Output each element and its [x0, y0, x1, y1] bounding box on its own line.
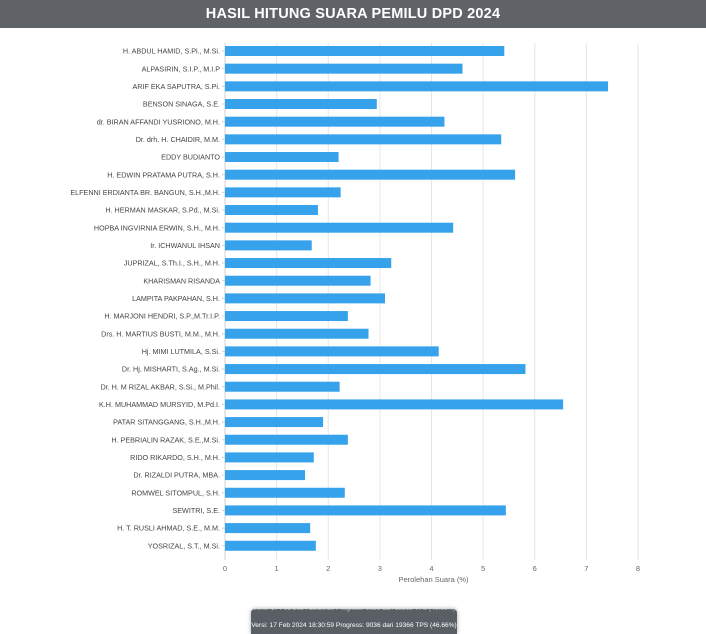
category-label: Hj. MIMI LUTMILA, S.Si.	[142, 347, 220, 356]
bar	[225, 523, 311, 534]
bar	[225, 452, 314, 463]
category-label: RIDO RIKARDO, S.H., M.H.	[130, 453, 220, 462]
x-tick-label: 7	[584, 564, 588, 573]
category-label: H. EDWIN PRATAMA PUTRA, S.H.	[107, 170, 220, 179]
x-tick-label: 5	[481, 564, 485, 573]
bar	[225, 205, 318, 216]
category-label: KHARISMAN RISANDA	[143, 276, 220, 285]
x-tick-label: 8	[636, 564, 640, 573]
bar	[225, 293, 386, 304]
x-tick-label: 2	[326, 564, 330, 573]
bar	[225, 328, 369, 339]
bar	[225, 540, 316, 551]
x-tick-label: 1	[275, 564, 279, 573]
bar	[225, 434, 348, 445]
category-label: Dr. Hj. MISHARTI, S.Ag., M.Si.	[122, 365, 220, 374]
category-label: K.H. MUHAMMAD MURSYID, M.Pd.I.	[99, 400, 220, 409]
category-label: ELFENNI ERDIANTA BR. BANGUN, S.H.,M.H.	[70, 188, 220, 197]
category-label: ALPASIRIN, S.I.P., M.I.P	[142, 64, 221, 73]
bar	[225, 134, 502, 145]
category-label: H. ABDUL HAMID, S.Pi., M.Si.	[123, 47, 220, 56]
bar	[225, 399, 564, 410]
category-label: dr. BIRAN AFFANDI YUSRIONO, M.H.	[97, 117, 220, 126]
category-label: ROMWEL SITOMPUL, S.H.	[131, 488, 220, 497]
header-bar: HASIL HITUNG SUARA PEMILU DPD 2024	[0, 0, 706, 28]
category-label: EDDY BUDIANTO	[161, 153, 220, 162]
bar	[225, 417, 324, 428]
x-tick-label: 6	[533, 564, 537, 573]
x-tick-label: 4	[429, 564, 433, 573]
category-label: HOPBA INGVIRNIA ERWIN, S.H., M.H.	[94, 223, 220, 232]
bar	[225, 187, 341, 198]
bar	[225, 470, 306, 481]
bar	[225, 63, 463, 74]
category-label: H. HERMAN MASKAR, S.Pd., M.Si.	[105, 206, 220, 215]
category-label: H. MARJONI HENDRI, S.P.,M.Tr.I.P.	[104, 312, 220, 321]
bar	[225, 46, 505, 56]
version-status-bar: Versi: 17 Feb 2024 18:30:59 Progress: 90…	[251, 609, 457, 634]
bar	[225, 364, 526, 375]
x-tick-label: 3	[378, 564, 382, 573]
bar	[225, 346, 439, 357]
x-axis-title: Perolehan Suara (%)	[398, 575, 469, 584]
category-label: YOSRIZAL, S.T., M.Si.	[148, 541, 220, 550]
bar-chart: H. ABDUL HAMID, S.Pi., M.Si. ALPASIRIN, S…	[70, 43, 640, 584]
version-status-text: Versi: 17 Feb 2024 18:30:59 Progress: 90…	[251, 622, 457, 629]
bar	[225, 258, 392, 269]
bar	[225, 240, 312, 251]
category-label: Drs. H. MARTIUS BUSTI, M.M., M.H.	[101, 329, 220, 338]
category-label: PATAR SITANGGANG, S.H.,M.H.	[113, 418, 220, 427]
x-tick-label: 0	[223, 564, 227, 573]
bar	[225, 487, 345, 498]
bar	[225, 81, 609, 92]
bar	[225, 311, 348, 322]
bar	[225, 152, 339, 163]
bar	[225, 222, 454, 233]
bar	[225, 169, 516, 180]
bar	[225, 381, 340, 392]
category-label: H. T. RUSLI AHMAD, S.E., M.M.	[117, 524, 220, 533]
version-status-ghost-text: Versi: 17 Feb 2024 18:30:59 Progress: 90…	[251, 609, 457, 612]
category-label: BENSON SINAGA, S.E.	[143, 100, 220, 109]
category-label: H. PEBRIALIN RAZAK, S.E.,M.Si.	[111, 435, 220, 444]
category-label: Dr. H. M RIZAL AKBAR, S.Si., M.Phil.	[100, 382, 220, 391]
category-label: Dr. drh. H. CHAIDIR, M.M.	[136, 135, 220, 144]
category-label: SEWITRI, S.E.	[172, 506, 220, 515]
bar	[225, 99, 377, 110]
page-title: HASIL HITUNG SUARA PEMILU DPD 2024	[205, 6, 501, 22]
category-label: ARIF EKA SAPUTRA, S.Pi.	[133, 82, 220, 91]
bar	[225, 505, 506, 516]
category-label: Ir. ICHWANUL IHSAN	[150, 241, 220, 250]
category-label: JUPRIZAL, S.Th.I., S.H., M.H.	[124, 259, 220, 268]
bar	[225, 275, 371, 286]
category-label: LAMPITA PAKPAHAN, S.H.	[132, 294, 220, 303]
category-label: Dr. RIZALDI PUTRA, MBA.	[133, 471, 220, 480]
bar	[225, 116, 445, 127]
